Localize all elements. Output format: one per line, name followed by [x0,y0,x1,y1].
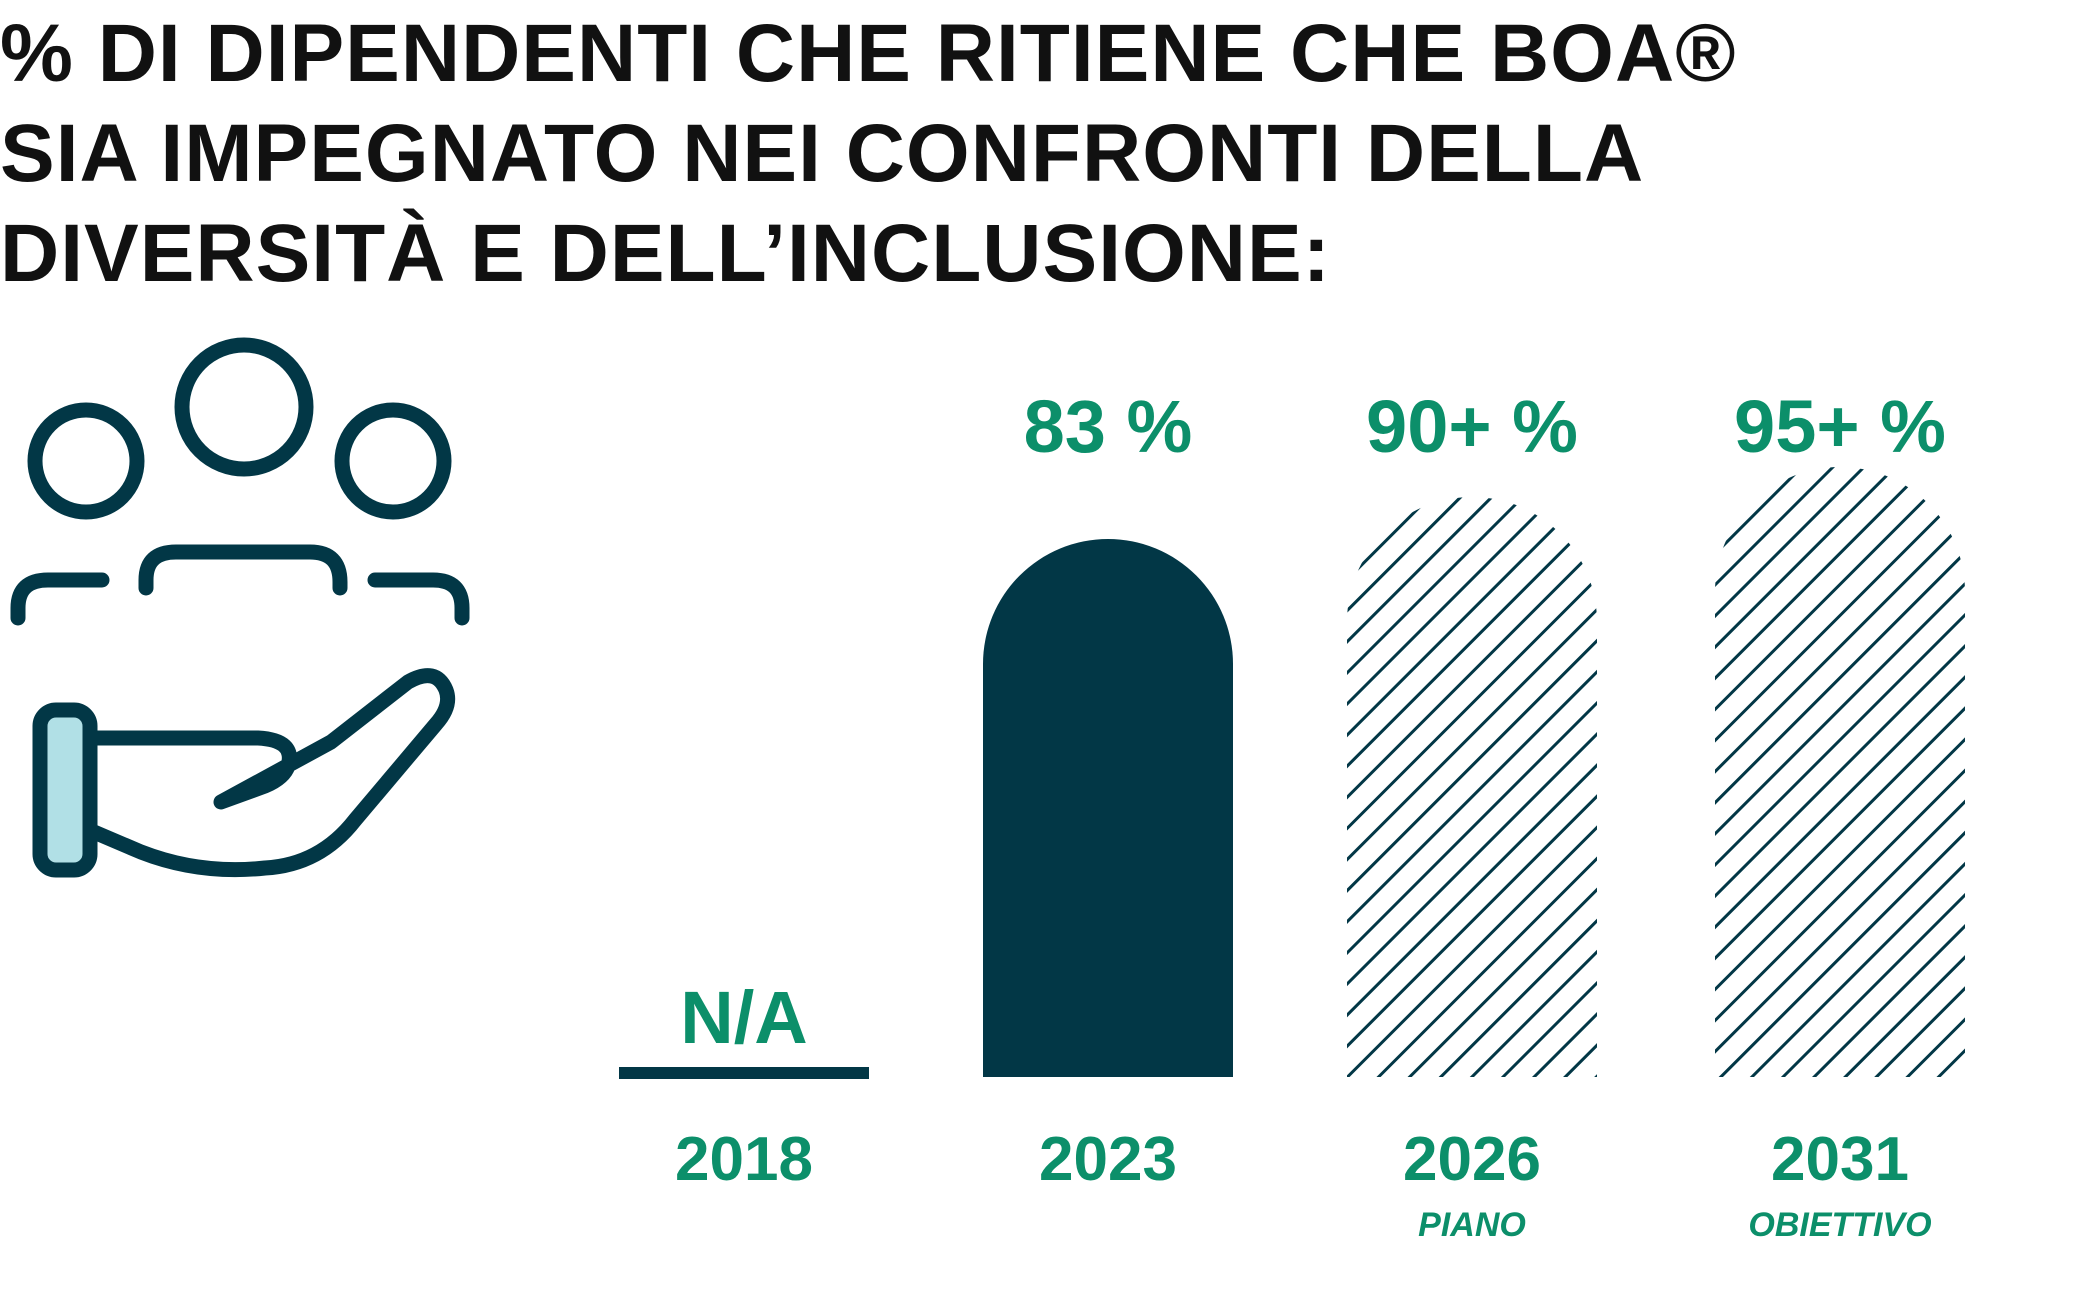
person-shoulders-right [367,572,470,626]
value-label-2026: 90+ % [1366,385,1578,468]
hand-outline [84,668,456,878]
value-label-2018: N/A [680,976,807,1059]
title-line-1: % DI DIPENDENTI CHE RITIENE CHE BOA® [0,8,1737,99]
category-label-2026: 2026 [1403,1125,1541,1194]
category-label-2023: 2023 [1039,1125,1177,1194]
value-label-2031: 95+ % [1734,385,1946,468]
category-label-2018: 2018 [675,1125,813,1194]
page-title: % DI DIPENDENTI CHE RITIENE CHE BOA® SIA… [0,4,1980,304]
person-head-center [174,337,314,477]
person-head-right [334,402,452,520]
bar-2026 [1347,497,1597,1077]
person-shoulders-center [138,544,348,596]
title-line-3: DIVERSITÀ E DELL’INCLUSIONE: [0,208,1331,299]
sublabel-2026: PIANO [1418,1206,1526,1244]
bar-na-2018 [619,1067,869,1079]
chart: N/A 2018 83 % 2023 90+ % 2026 PIANO 95+ % 2031 OB… [580,380,2040,1280]
sublabel-2031: OBIETTIVO [1748,1206,1931,1244]
category-label-2031: 2031 [1771,1125,1909,1194]
hand-cuff [32,702,98,878]
bar-2031 [1715,467,1965,1077]
person-shoulders-left [10,572,110,626]
title-line-2: SIA IMPEGNATO NEI CONFRONTI DELLA [0,108,1645,199]
value-label-2023: 83 % [1024,385,1193,468]
hand-holding-people-icon [0,320,480,890]
person-head-left [27,402,145,520]
bar-2023 [983,539,1233,1077]
